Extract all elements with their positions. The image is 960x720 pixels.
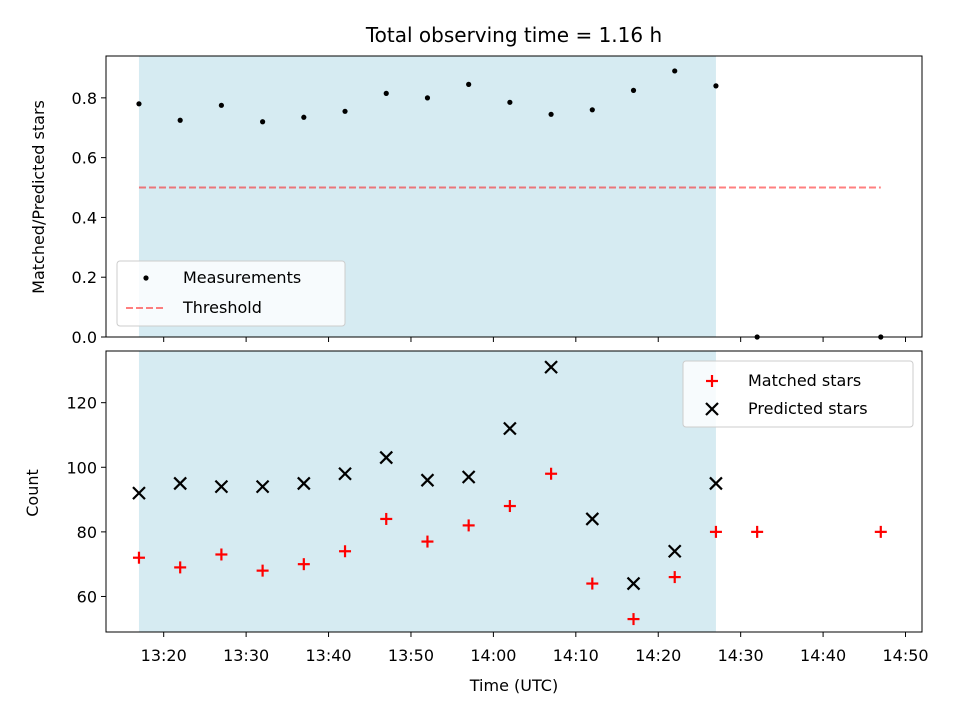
matched-stars-point	[339, 545, 352, 558]
chart-title: Total observing time = 1.16 h	[365, 23, 662, 47]
matched-stars-point	[627, 613, 640, 626]
observing-window-span	[138, 351, 716, 632]
x-tick-label: 14:00	[470, 646, 516, 665]
matched-stars-point	[256, 564, 269, 577]
measurements-point	[136, 101, 142, 107]
matched-stars-point	[545, 467, 558, 480]
x-tick-label: 14:40	[800, 646, 846, 665]
predicted-stars-point	[585, 512, 600, 526]
predicted-stars-point	[132, 486, 146, 500]
x-tick-label: 13:30	[223, 646, 269, 665]
matched-stars-point	[503, 500, 516, 513]
matched-stars-point	[709, 525, 722, 538]
predicted-stars-point	[255, 479, 270, 494]
measurements-point	[424, 95, 431, 101]
predicted-stars-point	[379, 450, 394, 465]
measurements-point	[260, 119, 266, 125]
matched-stars-point	[215, 548, 228, 561]
y-axis-label: Matched/Predicted stars	[29, 100, 48, 294]
predicted-stars-point	[461, 470, 476, 484]
predicted-stars-point	[709, 476, 723, 491]
measurements-point	[342, 108, 348, 114]
predicted-stars-point	[503, 421, 517, 436]
measurements-point	[218, 102, 224, 108]
matched-stars-point	[421, 535, 434, 548]
panel-ratio: 0.00.20.40.60.8 Matched/Predicted stars …	[29, 55, 923, 347]
legend-label-predicted: Predicted stars	[748, 399, 868, 418]
predicted-stars-point	[297, 476, 311, 491]
matched-stars-point	[174, 561, 187, 574]
y-tick-label: 0.6	[72, 149, 97, 168]
y-tick-label: 0.0	[72, 328, 97, 347]
plot-frame	[105, 55, 923, 338]
x-tick-label: 13:40	[305, 646, 351, 665]
legend-marker-measurements	[143, 275, 149, 281]
legend: Measurements Threshold	[116, 260, 346, 327]
legend-box	[682, 360, 914, 428]
data-marks	[136, 68, 884, 340]
measurements-point	[713, 83, 719, 89]
measurements-point	[507, 99, 513, 105]
x-axis-label: Time (UTC)	[469, 676, 558, 695]
measurements-point	[177, 117, 183, 123]
matched-stars-point	[297, 558, 310, 571]
legend: Matched stars Predicted stars	[682, 360, 914, 428]
matched-stars-point	[668, 571, 681, 584]
y-tick-label: 80	[77, 523, 97, 542]
measurements-point	[466, 81, 472, 87]
measurements-point	[630, 87, 637, 93]
y-tick-label: 0.2	[72, 268, 97, 287]
x-tick-label: 14:10	[553, 646, 599, 665]
predicted-stars-point	[173, 476, 187, 491]
legend-label-matched: Matched stars	[748, 371, 861, 390]
measurements-point	[383, 90, 389, 96]
legend-box	[116, 260, 346, 327]
y-tick-label: 100	[66, 458, 97, 477]
panel-counts: 60 80 100 120 13:20 13:30 13:40 13:50 14:00 14:10…	[23, 350, 929, 665]
predicted-stars-point	[338, 466, 352, 481]
y-tick-label: 60	[77, 587, 97, 606]
matched-stars-point	[586, 577, 599, 590]
y-tick-label: 0.8	[72, 89, 97, 108]
legend-label-threshold: Threshold	[182, 298, 262, 317]
x-tick-label: 14:50	[882, 646, 928, 665]
measurements-point	[301, 114, 307, 120]
y-tick-label: 120	[66, 394, 97, 413]
predicted-stars-point	[544, 360, 558, 374]
plot-frame	[105, 350, 923, 633]
x-tick-label: 13:20	[141, 646, 187, 665]
matched-stars-point	[132, 551, 145, 564]
axis-ticks: 0.0 0.2 0.4 0.6 0.8	[72, 89, 907, 347]
matched-stars-point	[380, 512, 393, 525]
predicted-stars-point	[214, 479, 229, 494]
legend-marker-predicted	[705, 402, 719, 416]
x-tick-label: 14:30	[718, 646, 764, 665]
matched-stars-point	[751, 525, 764, 538]
measurements-point	[589, 107, 595, 113]
measurements-point	[672, 68, 678, 74]
data-marks	[132, 360, 887, 626]
predicted-stars-point	[667, 544, 682, 559]
x-tick-label: 13:50	[388, 646, 434, 665]
matched-stars-point	[874, 525, 887, 538]
measurements-point	[548, 111, 554, 117]
predicted-stars-point	[626, 576, 641, 591]
axis-ticks: 60 80 100 120 13:20 13:30 13:40 13:50 14:00 14:10…	[66, 394, 928, 665]
predicted-stars-point	[420, 473, 435, 487]
y-axis-label: Count	[23, 469, 42, 517]
legend-marker-matched	[706, 375, 718, 387]
legend-label-measurements: Measurements	[183, 268, 301, 287]
matched-stars-point	[462, 519, 475, 532]
y-tick-label: 0.4	[72, 208, 97, 227]
x-tick-label: 14:20	[635, 646, 681, 665]
